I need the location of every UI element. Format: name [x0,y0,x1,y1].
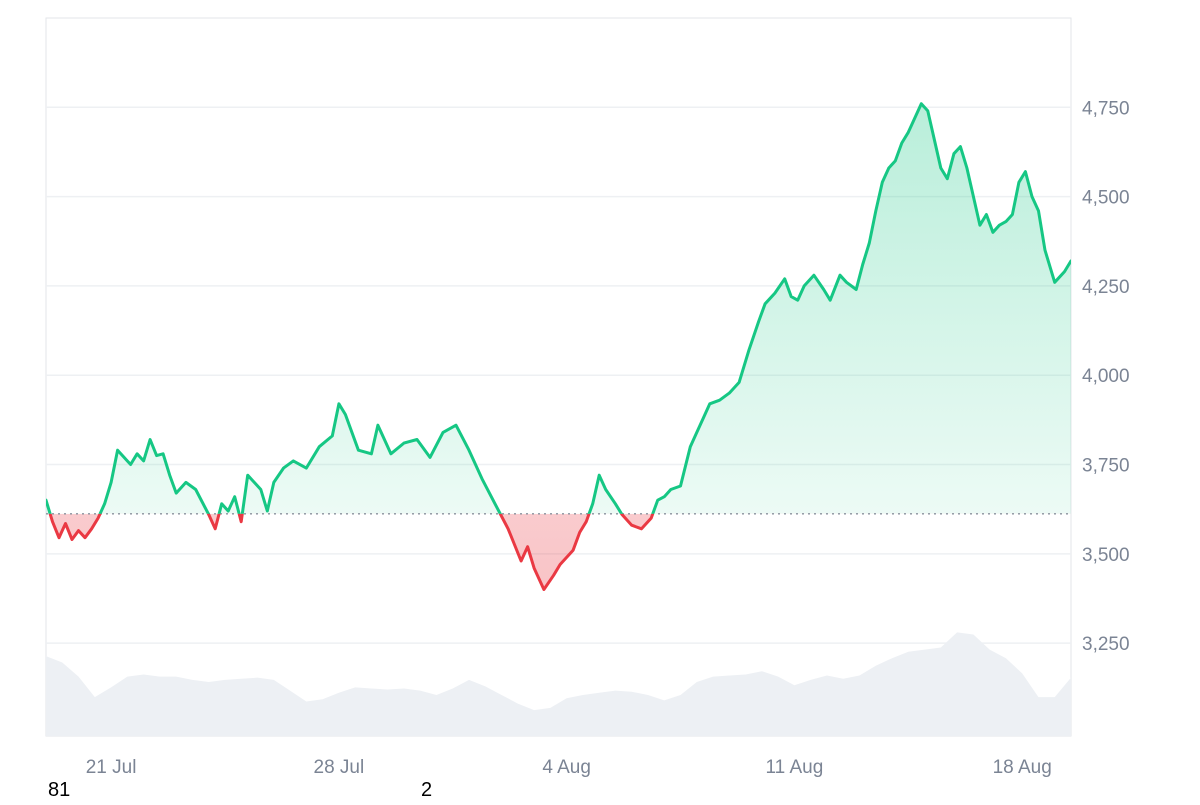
x-tick-label: 21 Jul [86,757,137,778]
y-tick-label: 4,000 [1082,366,1130,387]
x-tick-label: 28 Jul [314,757,365,778]
footer-right-value: 2 [421,779,433,801]
y-tick-label: 3,250 [1082,634,1130,655]
x-tick-label: 4 Aug [542,757,591,778]
price-area-down [50,513,653,590]
volume-area-layer [46,632,1071,736]
footer-left-value: 81 [48,779,71,801]
x-tick-label: 18 Aug [993,757,1052,778]
price-line-layer [46,102,1071,591]
x-tick-label: 11 Aug [766,757,824,778]
price-area-layer [46,103,1071,590]
y-tick-label: 4,750 [1082,98,1130,119]
price-area-up [46,103,1071,514]
y-tick-label: 4,250 [1082,277,1130,298]
x-axis-ticks: 21 Jul 28 Jul 4 Aug 11 Aug 18 Aug [86,757,1052,778]
y-tick-label: 3,750 [1082,456,1130,477]
volume-area [46,632,1071,736]
y-tick-label: 3,500 [1082,545,1130,566]
price-line-up [46,102,1071,514]
y-axis-ticks: 4,750 4,500 4,250 4,000 3,750 3,500 3,250 [1082,98,1130,655]
y-tick-label: 4,500 [1082,188,1130,209]
